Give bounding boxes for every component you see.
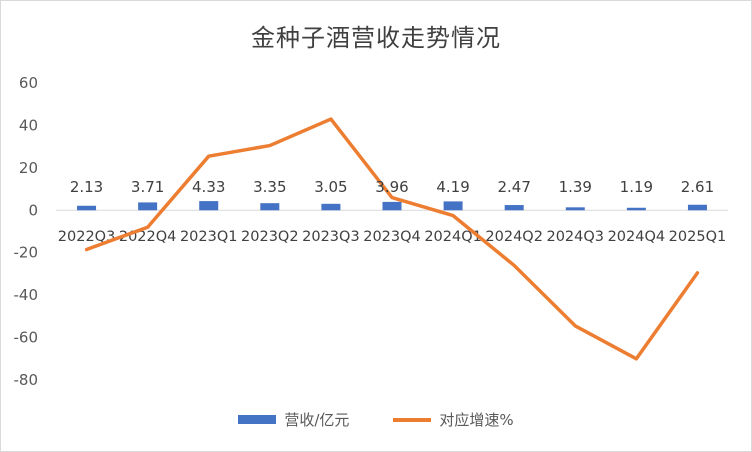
x-tick-label: 2022Q4 bbox=[119, 229, 177, 245]
legend-item-revenue: 营收/亿元 bbox=[238, 409, 349, 430]
bar-data-label: 1.19 bbox=[620, 178, 653, 196]
bar bbox=[443, 201, 463, 211]
y-tick-label: -40 bbox=[14, 286, 39, 304]
bar bbox=[687, 204, 707, 211]
x-tick-label: 2024Q2 bbox=[485, 229, 543, 245]
chart-title: 金种子酒营收走势情况 bbox=[251, 24, 501, 52]
x-tick-label: 2024Q4 bbox=[608, 229, 666, 245]
y-tick-label: -80 bbox=[14, 371, 39, 389]
bar bbox=[77, 205, 97, 211]
legend-label-revenue: 营收/亿元 bbox=[284, 411, 350, 429]
y-tick-label: -20 bbox=[14, 244, 39, 262]
legend-label-growth: 对应增速% bbox=[439, 411, 514, 429]
bar bbox=[260, 203, 280, 211]
x-tick-label: 2024Q1 bbox=[424, 229, 482, 245]
bar-data-label: 3.35 bbox=[253, 178, 286, 196]
x-tick-label: 2023Q2 bbox=[241, 229, 299, 245]
bar bbox=[138, 202, 158, 211]
bar-data-label: 2.13 bbox=[70, 178, 103, 196]
bar-data-label: 4.19 bbox=[436, 178, 469, 196]
x-tick-label: 2023Q3 bbox=[302, 229, 360, 245]
x-tick-label: 2023Q4 bbox=[363, 229, 421, 245]
y-tick-label: 0 bbox=[28, 201, 38, 219]
legend-item-growth: 对应增速% bbox=[393, 409, 514, 430]
bar-data-label: 2.61 bbox=[681, 178, 714, 196]
x-tick-label: 2023Q1 bbox=[180, 229, 238, 245]
y-tick-label: -60 bbox=[14, 329, 39, 347]
x-tick-label: 2024Q3 bbox=[546, 229, 604, 245]
bar bbox=[626, 207, 646, 211]
bar-data-label: 3.71 bbox=[131, 178, 164, 196]
x-tick-label: 2025Q1 bbox=[669, 229, 727, 245]
bar-data-label: 1.39 bbox=[559, 178, 592, 196]
bar-data-label: 2.47 bbox=[497, 178, 530, 196]
growth-line bbox=[84, 117, 700, 361]
bar-data-label: 4.33 bbox=[192, 178, 225, 196]
bar bbox=[321, 203, 341, 211]
bar-data-label: 3.05 bbox=[314, 178, 347, 196]
legend-line-swatch bbox=[393, 417, 432, 422]
bar bbox=[382, 201, 402, 211]
bar bbox=[199, 201, 219, 211]
bar-data-label: 3.96 bbox=[375, 178, 408, 196]
x-tick-label: 2022Q3 bbox=[58, 229, 116, 245]
bar bbox=[504, 205, 524, 211]
legend: 营收/亿元 对应增速% bbox=[0, 409, 752, 430]
legend-bar-swatch bbox=[238, 415, 277, 424]
y-tick-label: 40 bbox=[19, 116, 38, 134]
y-tick-label: 60 bbox=[19, 74, 38, 92]
y-tick-label: 20 bbox=[19, 159, 38, 177]
bar bbox=[565, 207, 585, 211]
